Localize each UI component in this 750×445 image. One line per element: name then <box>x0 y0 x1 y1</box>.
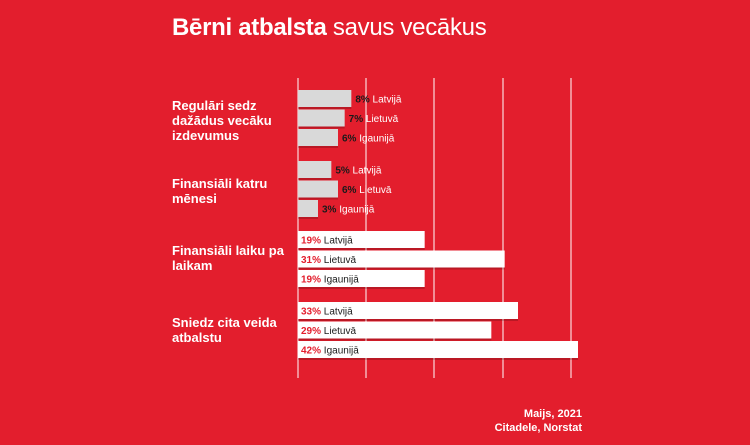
bar <box>298 302 518 319</box>
data-label: 31% Lietuvā <box>301 255 356 266</box>
data-label-series: Igaunijā <box>321 346 359 357</box>
bar <box>298 231 425 248</box>
category-label: Finansiāli katru mēnesi <box>172 176 268 206</box>
data-label: 19% Igaunijā <box>301 275 359 286</box>
bar <box>298 200 318 217</box>
data-label-series: Latvijā <box>321 236 353 247</box>
data-label-series: Igaunijā <box>321 275 359 286</box>
data-label-value: 33% <box>301 307 321 318</box>
bar-shadow <box>298 267 505 270</box>
title-light: savus vecākus <box>332 14 487 41</box>
data-label-value: 5% <box>335 166 350 177</box>
data-label-series: Igaunijā <box>336 205 374 216</box>
bar <box>298 161 332 178</box>
bar <box>298 270 425 287</box>
data-label: 33% Latvijā <box>301 307 353 318</box>
bar <box>298 109 345 127</box>
data-label: 42% Igaunijā <box>301 346 359 357</box>
category-label: Regulāri sedz dažādus vecāku izdevumus <box>172 98 272 143</box>
title-bold: Bērni atbalsta <box>172 14 327 41</box>
data-label-series: Latvijā <box>321 307 353 318</box>
data-label: 8% Latvijā <box>355 95 402 106</box>
bar-shadow <box>298 338 492 341</box>
bar-shadow <box>298 216 318 219</box>
bar-shadow <box>298 318 518 321</box>
data-label: 6% Lietuvā <box>342 185 392 196</box>
data-label: 19% Latvijā <box>301 236 353 247</box>
bar <box>298 129 338 146</box>
data-label: 5% Latvijā <box>335 166 382 177</box>
bar-shadow <box>298 357 578 360</box>
data-label-series: Latvijā <box>350 166 382 177</box>
chart-title: Bērni atbalsta savus vecākus <box>172 14 487 42</box>
data-label: 7% Lietuvā <box>349 114 399 125</box>
category-label: Finansiāli laiku pa laikam <box>172 243 284 273</box>
bar-shadow <box>298 145 338 148</box>
source-credit: Citadele, Norstat <box>494 422 582 434</box>
data-label-value: 29% <box>301 326 321 337</box>
bar <box>298 341 578 358</box>
category-label: Sniedz cita veida atbalstu <box>172 315 277 345</box>
data-label-series: Igaunijā <box>356 134 394 145</box>
data-label-value: 19% <box>301 236 321 247</box>
data-label: 3% Igaunijā <box>322 205 375 216</box>
data-label-value: 42% <box>301 346 321 357</box>
data-label-series: Lietuvā <box>363 114 398 125</box>
data-label-value: 6% <box>342 134 357 145</box>
source-date: Maijs, 2021 <box>523 408 582 420</box>
data-label-value: 19% <box>301 275 321 286</box>
bar-shadow <box>298 106 352 109</box>
data-label-value: 3% <box>322 205 337 216</box>
data-label-value: 31% <box>301 255 321 266</box>
bar-shadow <box>298 286 425 289</box>
bar <box>298 321 492 339</box>
data-label-value: 6% <box>342 185 357 196</box>
source-note: Maijs, 2021 Citadele, Norstat <box>495 407 582 435</box>
data-label-series: Lietuvā <box>321 326 356 337</box>
bar-shadow <box>298 177 332 180</box>
bar-shadow <box>298 197 338 200</box>
data-label-value: 8% <box>355 95 370 106</box>
data-label: 6% Igaunijā <box>342 134 395 145</box>
bar-shadow <box>298 247 425 250</box>
bar <box>298 250 505 268</box>
bar <box>298 90 352 107</box>
data-label-series: Lietuvā <box>321 255 356 266</box>
data-label-series: Lietuvā <box>356 185 391 196</box>
bar <box>298 180 338 198</box>
data-label-series: Latvijā <box>370 95 402 106</box>
data-label: 29% Lietuvā <box>301 326 356 337</box>
bar-shadow <box>298 126 345 129</box>
data-label-value: 7% <box>349 114 364 125</box>
